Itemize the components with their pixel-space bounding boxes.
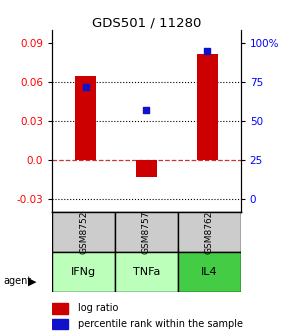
Point [83,84,88,89]
Bar [178,212,241,252]
Text: percentile rank within the sample: percentile rank within the sample [78,319,243,329]
Bar [115,252,178,292]
Bar [52,303,68,314]
Text: TNFa: TNFa [133,267,160,277]
Text: IFNg: IFNg [71,267,96,277]
Text: agent: agent [3,276,31,286]
Bar [75,76,96,160]
Bar [52,212,115,252]
Point [144,108,149,113]
Point [205,48,210,54]
Bar [136,160,157,177]
Title: GDS501 / 11280: GDS501 / 11280 [92,16,201,29]
Text: GSM8752: GSM8752 [79,210,88,254]
Bar [178,252,241,292]
Bar [52,252,115,292]
Bar [197,53,218,160]
Text: GSM8757: GSM8757 [142,210,151,254]
Text: IL4: IL4 [201,267,218,277]
Bar [52,319,68,329]
Text: ▶: ▶ [28,276,36,286]
Text: log ratio: log ratio [78,303,118,313]
Text: GSM8762: GSM8762 [205,210,214,254]
Bar [115,212,178,252]
